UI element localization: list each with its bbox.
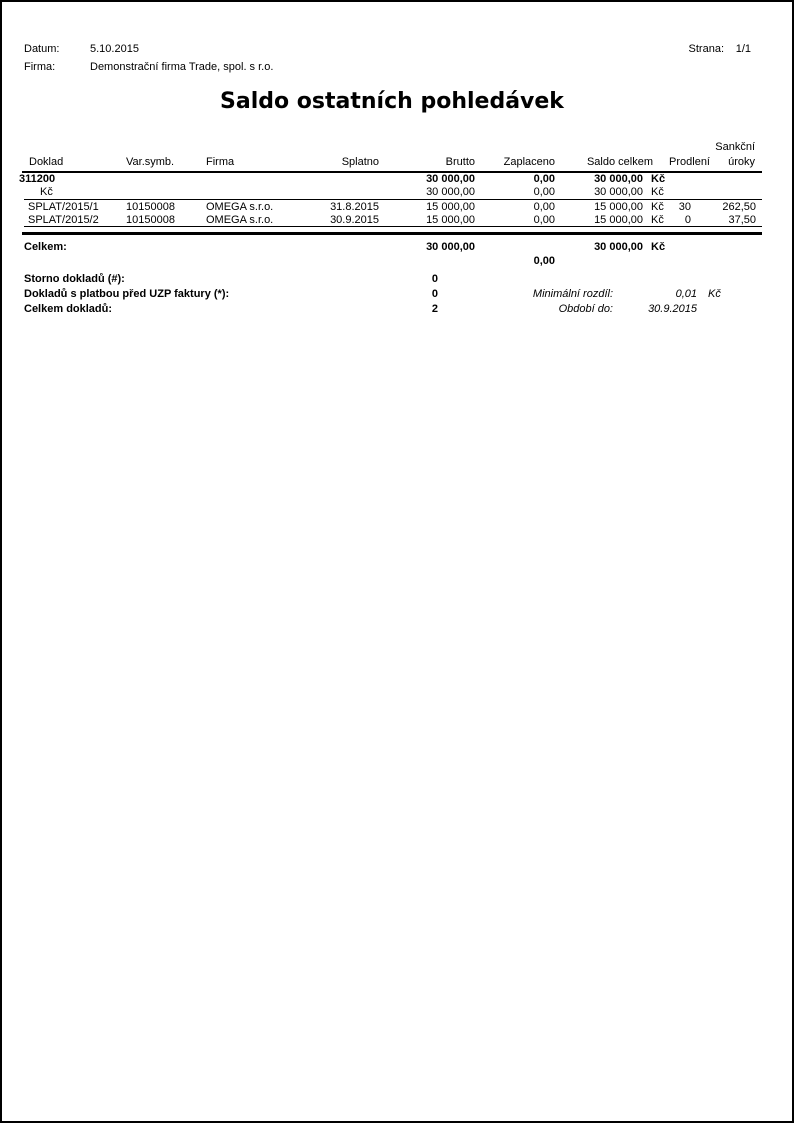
cell-prodleni: 30 [678,201,691,213]
total-label: Celkem: [24,241,67,253]
table-row: SPLAT/2015/1 10150008 OMEGA s.r.o. 31.8.… [2,201,792,214]
currency-saldo-currency: Kč [651,186,664,198]
page-header-line1: Datum: 5.10.2015 Strana: 1/1 [2,43,792,56]
cell-doklad: SPLAT/2015/2 [28,214,99,226]
cell-varsymb: 10150008 [126,201,175,213]
storno-value: 0 [431,273,438,285]
min-diff-currency: Kč [708,288,721,300]
header-rule [22,171,762,173]
cell-firma: OMEGA s.r.o. [206,214,274,226]
currency-row: Kč 30 000,00 0,00 30 000,00 Kč [2,186,792,199]
currency-label: Kč [40,186,53,198]
header-saldo-celkem: Saldo celkem [586,156,653,168]
header-sankcni-uroky-line2: úroky [728,156,755,168]
period-label: Období do: [558,303,613,315]
cell-saldo: 15 000,00 [594,214,643,226]
uzp-row: Dokladů s platbou před UZP faktury (*): … [2,288,792,301]
page-header-line2: Firma: Demonstrační firma Trade, spol. s… [2,61,792,74]
group-brutto: 30 000,00 [426,173,475,185]
page-number-label: Strana: [688,43,724,55]
documents-total-label: Celkem dokladů: [24,303,113,315]
cell-splatno: 31.8.2015 [330,201,379,213]
cell-varsymb: 10150008 [126,214,175,226]
cell-splatno: 30.9.2015 [330,214,379,226]
cell-prodleni: 0 [684,214,691,226]
header-doklad: Doklad [29,156,64,168]
currency-zaplaceno: 0,00 [533,186,555,198]
group-zaplaceno: 0,00 [533,173,555,185]
total-currency: Kč [651,241,666,253]
total-paid-row: 0,00 [2,255,792,268]
period-value: 30.9.2015 [648,303,697,315]
page-number-value: 1/1 [735,43,751,55]
total-rule [22,232,762,235]
company-value: Demonstrační firma Trade, spol. s r.o. [90,61,274,73]
currency-brutto: 30 000,00 [426,186,475,198]
total-saldo: 30 000,00 [594,241,643,253]
header-zaplaceno: Zaplaceno [503,156,555,168]
header-firma: Firma [206,156,235,168]
cell-firma: OMEGA s.r.o. [206,201,274,213]
group-currency: Kč [651,173,666,185]
date-value: 5.10.2015 [90,43,139,55]
total-zaplaceno: 0,00 [533,255,555,267]
header-prodleni: Prodlení [669,156,710,168]
cell-uroky: 37,50 [728,214,756,226]
detail-top-rule [24,199,762,200]
cell-brutto: 15 000,00 [426,214,475,226]
header-splatno: Splatno [341,156,379,168]
header-varsymb: Var.symb. [126,156,175,168]
cell-zaplaceno: 0,00 [533,201,555,213]
cell-doklad: SPLAT/2015/1 [28,201,99,213]
total-row: Celkem: 30 000,00 30 000,00 Kč [2,241,792,254]
total-brutto: 30 000,00 [426,241,475,253]
uzp-label: Dokladů s platbou před UZP faktury (*): [24,288,230,300]
group-row: 311200 30 000,00 0,00 30 000,00 Kč [2,173,792,186]
header-sankcni-uroky-line1: Sankční [715,141,755,153]
storno-label: Storno dokladů (#): [24,273,125,285]
detail-bottom-rule [24,226,762,227]
date-label: Datum: [24,43,60,55]
currency-saldo: 30 000,00 [594,186,643,198]
documents-total-row: Celkem dokladů: 2 Období do: 30.9.2015 [2,303,792,316]
cell-saldo: 15 000,00 [594,201,643,213]
table-row: SPLAT/2015/2 10150008 OMEGA s.r.o. 30.9.… [2,214,792,227]
uzp-value: 0 [431,288,438,300]
table-header: Doklad Var.symb. Firma Splatno Brutto Za… [2,156,792,169]
report-title: Saldo ostatních pohledávek [220,89,564,114]
cell-currency: Kč [651,214,664,226]
company-label: Firma: [24,61,56,73]
header-brutto: Brutto [445,156,475,168]
storno-row: Storno dokladů (#): 0 [2,273,792,286]
cell-brutto: 15 000,00 [426,201,475,213]
min-diff-value: 0,01 [675,288,697,300]
table-header-upper: Sankční [2,141,792,154]
min-diff-label: Minimální rozdíl: [532,288,613,300]
cell-currency: Kč [651,201,664,213]
cell-zaplaceno: 0,00 [533,214,555,226]
documents-total-value: 2 [431,303,438,315]
group-saldo: 30 000,00 [594,173,643,185]
cell-uroky: 262,50 [722,201,756,213]
group-account: 311200 [19,173,56,185]
